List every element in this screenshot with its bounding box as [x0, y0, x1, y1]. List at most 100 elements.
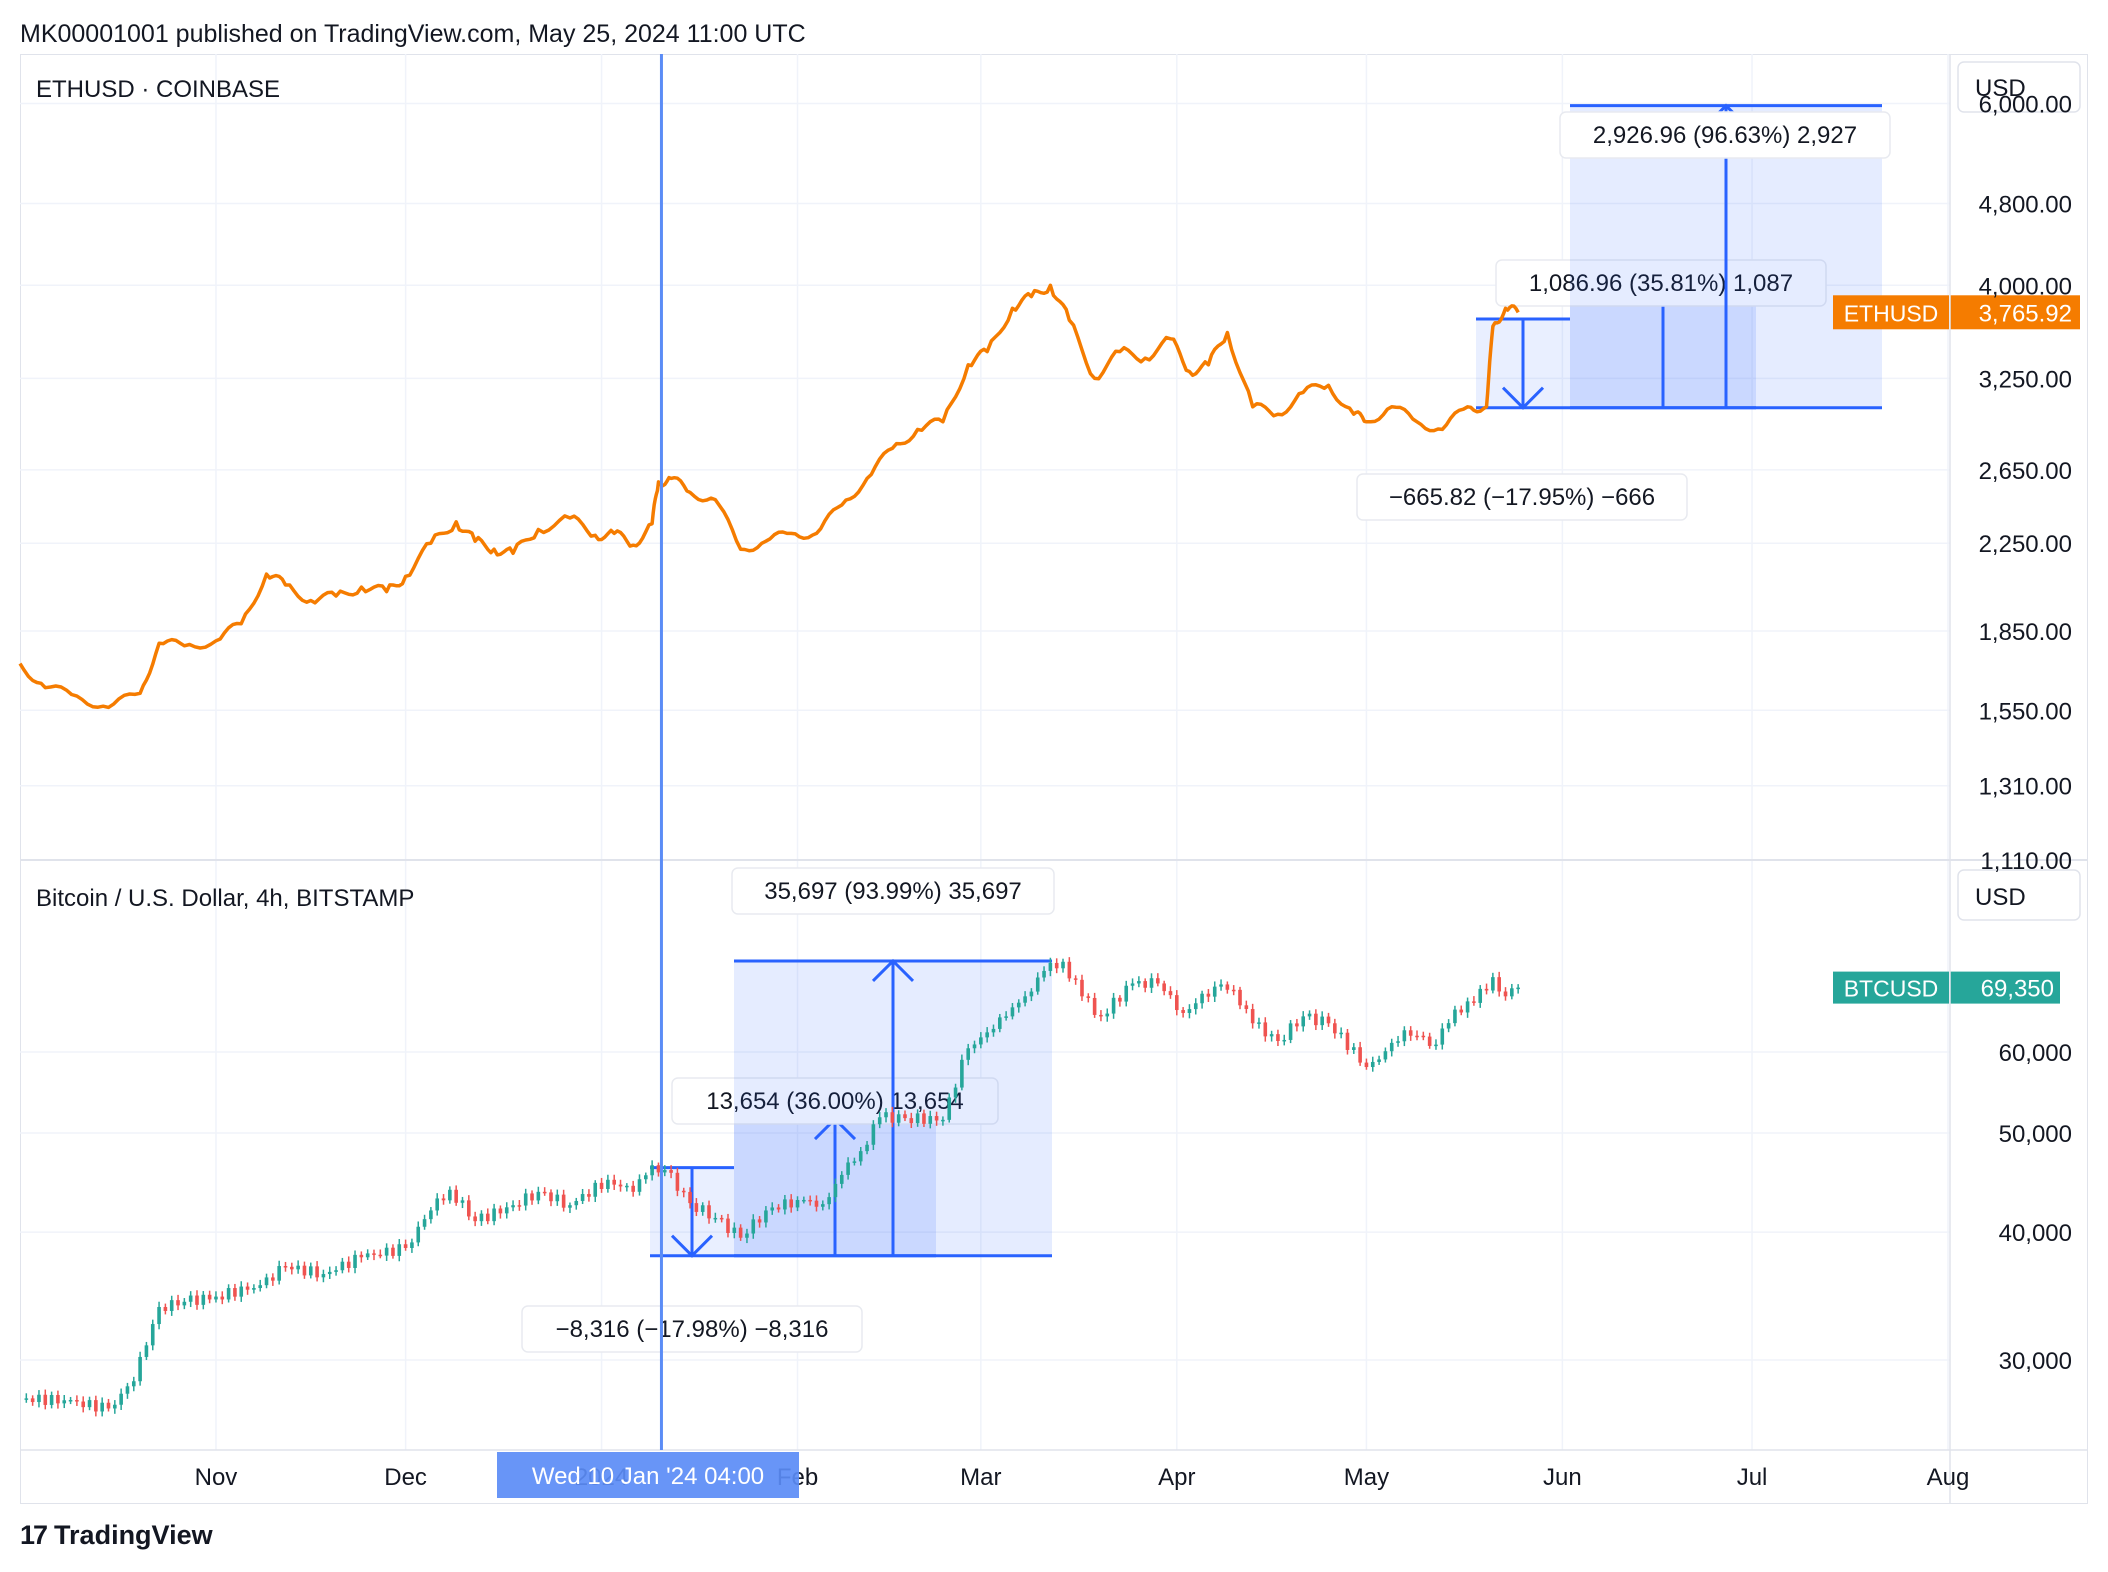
eth-price-tick-label: 1,310.00	[1979, 774, 2072, 801]
btc-candle-body	[618, 1184, 623, 1187]
btc-candle-body	[827, 1197, 831, 1205]
eth-symbol-badge-text: ETHUSD	[1844, 300, 1939, 326]
btc-candle-body	[561, 1194, 566, 1208]
btc-candle-body	[1389, 1042, 1394, 1052]
btc-drop-measure-arrow-head	[670, 1234, 714, 1258]
tradingview-logo[interactable]: 17 TradingView	[20, 1520, 213, 1551]
btc-price-tick-label: 60,000	[1999, 1040, 2072, 1067]
btc-candle-body	[144, 1345, 149, 1357]
btc-candle-body	[934, 1116, 939, 1121]
btc-candle-body	[1004, 1016, 1008, 1018]
btc-candle-body	[150, 1324, 155, 1346]
btc-candle-body	[1497, 977, 1501, 992]
btc-currency-label[interactable]: USD	[1975, 884, 2026, 911]
tradingview-logo-mark: 17	[20, 1520, 48, 1550]
btc-candle-body	[631, 1185, 635, 1192]
time-tick-label: Aug	[1927, 1464, 1970, 1491]
btc-candle-body	[1339, 1032, 1343, 1035]
btc-candle-body	[896, 1114, 901, 1123]
btc-candle-body	[1231, 989, 1236, 992]
btc-candle-body	[87, 1400, 92, 1408]
btc-candle-body	[43, 1394, 48, 1405]
btc-candle-body	[1225, 984, 1230, 990]
btc-candle-body	[283, 1266, 288, 1268]
btc-candle-body	[403, 1244, 408, 1248]
btc-candle-body	[498, 1208, 503, 1214]
btc-candle-body	[606, 1179, 610, 1189]
btc-candle-body	[416, 1226, 421, 1243]
btc-candle-body	[195, 1295, 199, 1305]
btc-candle-body	[833, 1183, 838, 1198]
btc-candle-body	[30, 1398, 35, 1403]
btc-candle-body	[1320, 1016, 1324, 1026]
btc-candle-body	[877, 1117, 882, 1125]
btc-candle-body	[865, 1144, 869, 1152]
btc-candle-body	[625, 1185, 629, 1188]
btc-candle-body	[1099, 1014, 1103, 1017]
btc-candle-body	[681, 1190, 686, 1193]
btc-candle-body	[138, 1356, 142, 1382]
btc-candle-body	[245, 1286, 250, 1290]
btc-candle-body	[1326, 1016, 1331, 1024]
btc-candle-body	[764, 1210, 768, 1223]
btc-candle-body	[163, 1306, 168, 1311]
eth-last-price-badge	[1950, 295, 2080, 330]
btc-candle-body	[555, 1194, 560, 1202]
btc-candle-body	[1042, 970, 1046, 978]
btc-candle-body	[517, 1205, 522, 1207]
btc-candle-body	[694, 1203, 699, 1212]
btc-candle-body	[252, 1288, 256, 1290]
btc-candle-body	[188, 1295, 193, 1302]
btc-candle-body	[568, 1205, 572, 1208]
btc-candle-body	[334, 1270, 338, 1272]
btc-candle-body	[1345, 1032, 1350, 1050]
eth-price-line	[18, 283, 1520, 710]
btc-candle-body	[808, 1199, 812, 1202]
btc-symbol-badge	[1833, 971, 1949, 1004]
eth-pane: −665.82 (−17.95%) −666 1,086.96 (35.81%) …	[18, 103, 2080, 710]
btc-candle-body	[1459, 1009, 1464, 1013]
btc-candle-body	[662, 1170, 667, 1173]
btc-candle-body	[1016, 1002, 1021, 1008]
btc-candles	[24, 957, 1520, 1417]
eth-price-tick-label: 4,800.00	[1979, 192, 2072, 219]
btc-candle-body	[511, 1205, 515, 1208]
eth-symbol-badge	[1833, 295, 1949, 330]
btc-candle-body	[1472, 1001, 1476, 1003]
btc-candle-body	[340, 1261, 345, 1271]
crosshair-time-badge	[497, 1452, 799, 1498]
btc-candle-body	[599, 1182, 604, 1189]
btc-candle-body	[802, 1199, 806, 1202]
btc-candle-body	[397, 1244, 402, 1256]
btc-candle-body	[1351, 1047, 1356, 1050]
btc-candle-body	[460, 1200, 465, 1203]
eth-price-tick-label: 4,000.00	[1979, 273, 2072, 300]
btc-candle-body	[549, 1192, 553, 1202]
btc-candle-body	[384, 1247, 389, 1256]
btc-candle-body	[650, 1165, 654, 1176]
time-tick-label: Apr	[1158, 1464, 1195, 1491]
btc-candle-body	[201, 1294, 206, 1305]
btc-candle-body	[321, 1274, 326, 1278]
btc-candle-body	[125, 1386, 130, 1394]
btc-candle-body	[353, 1254, 357, 1268]
btc-candle-body	[1484, 988, 1489, 991]
eth-rise-1-measure-label-box	[1495, 259, 1827, 307]
btc-candle-body	[700, 1205, 705, 1212]
btc-candle-body	[1137, 981, 1141, 984]
btc-candle-body	[751, 1219, 756, 1234]
btc-candle-body	[1181, 1010, 1185, 1013]
btc-candle-body	[113, 1404, 117, 1409]
btc-candle-body	[1175, 995, 1179, 1011]
btc-candle-body	[410, 1242, 414, 1248]
eth-currency-label[interactable]: USD	[1975, 75, 2026, 102]
btc-candle-body	[271, 1277, 275, 1281]
btc-candle-body	[656, 1165, 661, 1173]
btc-candle-body	[37, 1394, 41, 1403]
btc-candle-body	[1200, 993, 1204, 1004]
btc-candle-body	[1510, 988, 1514, 997]
eth-drop-measure-label-box	[1356, 473, 1688, 521]
btc-candle-body	[435, 1198, 440, 1211]
btc-candle-body	[732, 1227, 737, 1234]
